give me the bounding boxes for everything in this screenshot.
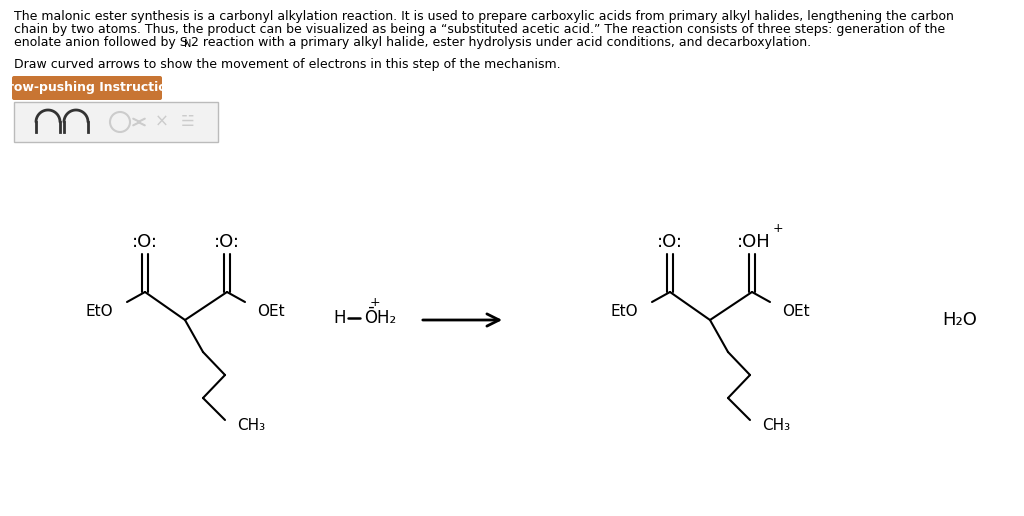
Text: EtO: EtO (85, 304, 113, 319)
Text: Draw curved arrows to show the movement of electrons in this step of the mechani: Draw curved arrows to show the movement … (14, 58, 560, 71)
Text: H: H (334, 309, 346, 327)
Text: ☱: ☱ (181, 115, 195, 130)
Text: +: + (370, 296, 380, 309)
Text: Arrow-pushing Instructions: Arrow-pushing Instructions (0, 82, 182, 94)
Text: ×: × (155, 113, 169, 131)
Text: CH₃: CH₃ (762, 417, 791, 432)
Text: OEt: OEt (782, 304, 810, 319)
Text: H₂O: H₂O (942, 311, 978, 329)
Text: EtO: EtO (610, 304, 638, 319)
Text: enolate anion followed by S: enolate anion followed by S (14, 36, 187, 49)
Text: ŌH₂: ŌH₂ (364, 309, 396, 327)
FancyBboxPatch shape (12, 76, 162, 100)
Text: chain by two atoms. Thus, the product can be visualized as being a “substituted : chain by two atoms. Thus, the product ca… (14, 23, 945, 36)
Text: :O:: :O: (132, 233, 158, 251)
Text: :OH: :OH (737, 233, 771, 251)
FancyBboxPatch shape (14, 102, 218, 142)
Text: 2 reaction with a primary alkyl halide, ester hydrolysis under acid conditions, : 2 reaction with a primary alkyl halide, … (191, 36, 811, 49)
Text: +: + (773, 221, 783, 234)
Text: The malonic ester synthesis is a carbonyl alkylation reaction. It is used to pre: The malonic ester synthesis is a carbony… (14, 10, 954, 23)
Text: :O:: :O: (214, 233, 240, 251)
Text: CH₃: CH₃ (237, 417, 265, 432)
Text: OEt: OEt (257, 304, 285, 319)
Text: N: N (184, 39, 191, 49)
Text: :O:: :O: (657, 233, 683, 251)
